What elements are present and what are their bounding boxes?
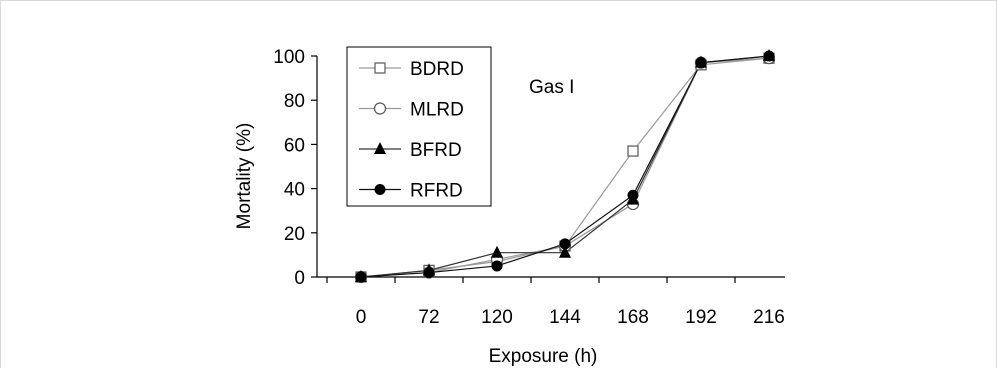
- legend-label-mlrd: MLRD: [410, 100, 464, 121]
- x-tick-label: 72: [418, 307, 439, 328]
- y-tick-label: 100: [273, 47, 305, 68]
- x-tick-label: 144: [549, 307, 581, 328]
- series-markers: [354, 49, 776, 284]
- legend-marker-rfrd: [374, 184, 386, 195]
- data-point-bfrd: [559, 245, 571, 258]
- x-tick-label: 216: [753, 307, 785, 328]
- legend: BDRD MLRD BFRD RFRD: [346, 46, 492, 207]
- legend-marker-mlrd: [373, 102, 387, 115]
- chart-annotation: Gas I: [529, 77, 574, 98]
- y-tick-label: 80: [284, 91, 305, 112]
- legend-label-bdrd: BDRD: [410, 59, 464, 80]
- data-point-bfrd: [491, 245, 503, 258]
- legend-box: [346, 46, 492, 207]
- y-tick-label: 60: [284, 135, 305, 156]
- data-point-rfrd: [355, 271, 367, 283]
- chart-axes: 0 20 40 60 80 100 0 72 120 144 168 192 216: [273, 47, 785, 328]
- legend-label-bfrd: BFRD: [410, 140, 462, 161]
- data-point-rfrd: [491, 260, 503, 272]
- y-tick-label: 20: [284, 224, 305, 245]
- data-point-bdrd: [627, 145, 639, 157]
- data-point-rfrd: [763, 50, 775, 62]
- data-point-rfrd: [423, 267, 435, 279]
- y-tick-label: 0: [294, 268, 305, 289]
- x-tick-label: 168: [617, 307, 649, 328]
- legend-marker-bdrd: [374, 62, 386, 74]
- data-point-rfrd: [627, 189, 639, 201]
- data-point-rfrd: [695, 57, 707, 69]
- x-tick-label: 192: [685, 307, 717, 328]
- legend-marker-bfrd: [374, 142, 386, 154]
- legend-label-rfrd: RFRD: [410, 181, 463, 202]
- y-axis-title: Mortality (%): [234, 123, 255, 230]
- x-tick-label: 0: [356, 307, 367, 328]
- y-tick-label: 40: [284, 180, 305, 201]
- x-axis-title: Exposure (h): [489, 346, 598, 367]
- x-tick-label: 120: [481, 307, 513, 328]
- data-point-rfrd: [559, 238, 571, 250]
